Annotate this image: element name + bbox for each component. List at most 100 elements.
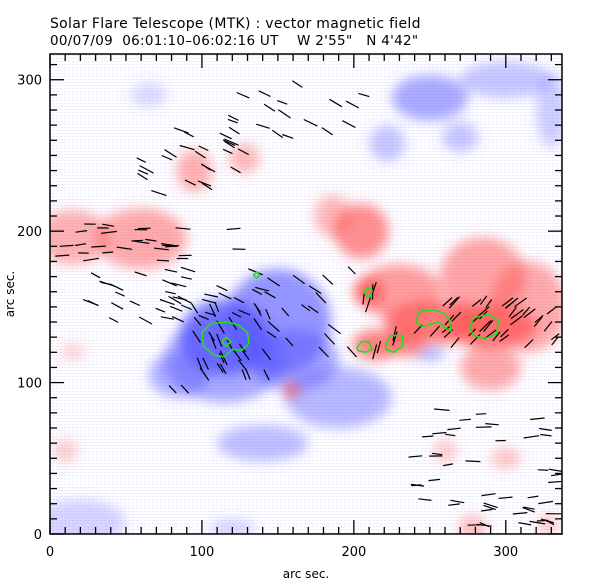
field-vector: [476, 523, 492, 527]
field-vector: [201, 182, 213, 191]
field-vector: [523, 435, 540, 439]
field-vector: [168, 295, 182, 305]
field-vector: [226, 339, 234, 351]
field-vector: [481, 493, 496, 497]
field-vector: [546, 306, 557, 315]
field-vector: [91, 245, 106, 248]
field-vector: [510, 315, 523, 326]
field-vector: [192, 330, 201, 343]
field-vector: [530, 417, 545, 421]
time-range-label: 06:01:10–06:02:16 UT: [122, 33, 279, 49]
field-vector: [173, 127, 189, 134]
field-vector: [506, 297, 519, 308]
field-vector: [265, 308, 271, 320]
field-vector: [479, 521, 490, 528]
field-vector: [184, 179, 196, 186]
field-vector: [278, 109, 291, 119]
positive-region: [353, 276, 385, 307]
field-vector: [450, 499, 465, 504]
field-vector: [161, 154, 173, 161]
field-vector: [175, 227, 191, 230]
x-axis-label: arc sec.: [283, 567, 329, 581]
y-tick-label: 0: [34, 528, 42, 543]
field-vector: [219, 363, 227, 375]
field-vector: [465, 460, 481, 463]
field-vector: [347, 266, 356, 275]
field-vector: [251, 288, 263, 296]
field-vector: [540, 433, 552, 437]
field-vector: [450, 337, 460, 348]
field-vector: [255, 286, 270, 292]
field-vector: [181, 276, 192, 280]
field-vector: [315, 291, 327, 304]
field-contour: [415, 309, 453, 333]
field-vector: [292, 274, 305, 285]
plot-frame: [49, 53, 563, 535]
field-vector: [534, 314, 544, 323]
field-vector: [231, 311, 242, 318]
field-vector: [282, 133, 294, 139]
field-vector: [226, 227, 241, 231]
field-vector: [138, 169, 149, 175]
positive-region: [490, 447, 521, 469]
positive-region: [458, 514, 487, 534]
field-vector: [136, 157, 146, 163]
field-vector: [202, 357, 209, 370]
chart-title: Solar Flare Telescope (MTK) : vector mag…: [50, 16, 421, 32]
positive-region: [53, 438, 78, 463]
field-vector: [238, 343, 247, 353]
field-vector: [372, 344, 378, 360]
field-contour: [355, 340, 374, 354]
field-vector: [291, 80, 303, 88]
field-vector: [210, 336, 217, 349]
field-vector: [266, 331, 277, 339]
field-vector: [434, 408, 450, 411]
field-vector: [445, 433, 456, 437]
field-vector: [533, 316, 543, 327]
field-vector: [165, 291, 176, 295]
field-vector: [236, 91, 250, 99]
field-vector: [537, 469, 549, 471]
field-vector: [501, 297, 514, 307]
field-vector: [277, 100, 288, 105]
contour-layer: [201, 270, 500, 358]
y-tick-label: 200: [17, 225, 42, 240]
field-vector: [263, 369, 270, 381]
field-vector: [261, 348, 272, 361]
field-vector: [376, 340, 382, 354]
y-axis-label: arc sec.: [3, 271, 17, 317]
negative-region: [217, 424, 309, 462]
field-vector: [492, 331, 501, 342]
field-vector: [256, 123, 270, 129]
field-vector: [345, 100, 360, 109]
field-vector: [160, 243, 177, 247]
field-vector: [208, 331, 215, 342]
negative-region: [209, 518, 256, 534]
field-vector: [318, 346, 329, 358]
field-vector: [483, 502, 498, 509]
field-vector: [431, 452, 443, 456]
field-vector: [164, 149, 177, 158]
field-vector: [324, 333, 336, 345]
field-vector: [285, 337, 294, 347]
field-contour: [385, 334, 404, 354]
field-vector: [83, 257, 99, 262]
field-vector: [99, 280, 115, 287]
field-vector: [428, 478, 441, 482]
field-vector: [253, 318, 262, 331]
field-vector: [134, 240, 150, 244]
x-tick-label: 300: [493, 545, 518, 560]
field-vector: [228, 114, 239, 121]
field-vector: [108, 317, 119, 323]
field-vector: [172, 296, 187, 301]
field-vector: [538, 500, 553, 505]
field-vector: [55, 254, 70, 257]
field-vector: [432, 431, 447, 435]
field-vector: [522, 306, 531, 316]
field-vector: [151, 190, 167, 197]
field-vector: [248, 268, 264, 276]
field-vector: [429, 325, 441, 337]
field-vector: [230, 166, 241, 174]
field-vector: [162, 279, 177, 287]
field-vector: [518, 522, 532, 526]
